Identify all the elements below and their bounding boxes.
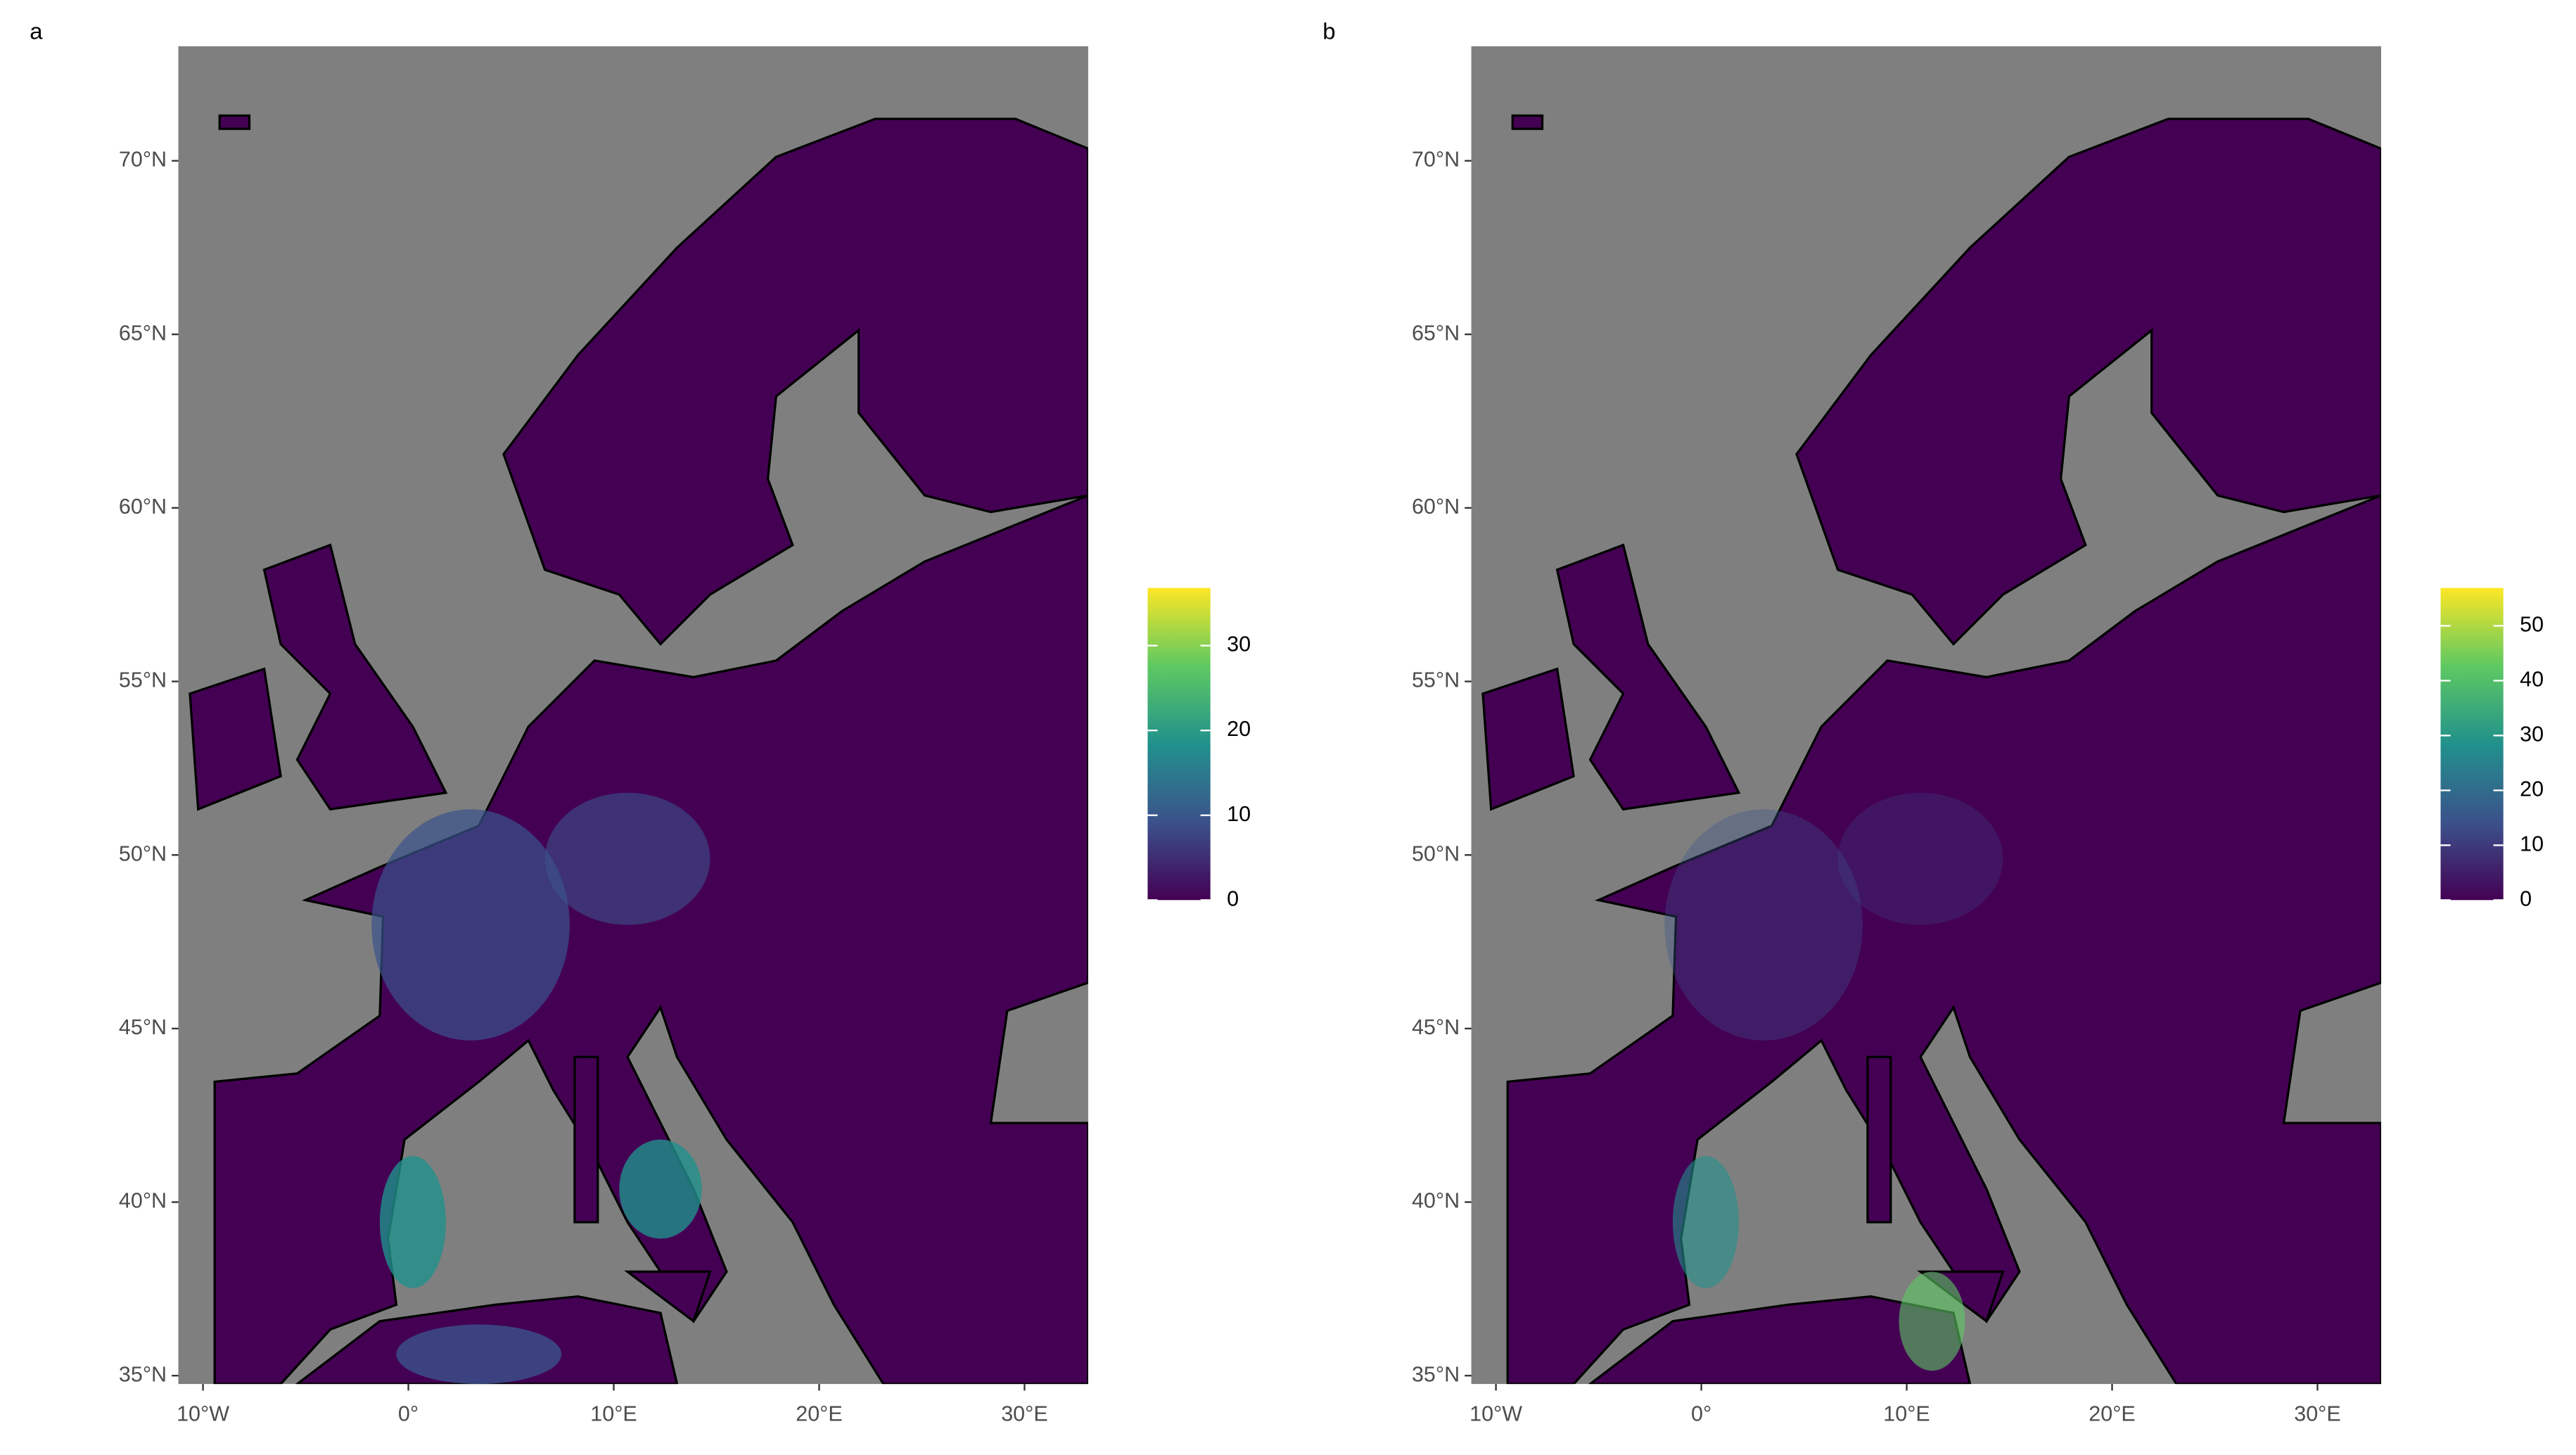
land-tint: [1672, 1156, 1739, 1288]
colorbar-gradient: [1147, 587, 1211, 901]
x-tick-label: 0°: [1691, 1402, 1711, 1426]
y-tick-label: 35°N: [1412, 1362, 1460, 1386]
y-tick-label: 70°N: [1412, 148, 1460, 172]
y-tick-label: 40°N: [119, 1189, 167, 1213]
colorbar-label: 20: [1227, 717, 1251, 741]
x-tick-label: 10°W: [177, 1402, 229, 1426]
map-panel: b 10°W 0° 10°E 20°E 30°E 35°N 40°N 45°N 50°N 55°N 6…: [1322, 18, 2544, 1426]
y-tick-label: 65°N: [1412, 321, 1460, 345]
land-tint: [1837, 792, 2003, 925]
land-tint: [396, 1324, 562, 1385]
colorbar-label: 30: [1227, 633, 1251, 656]
colorbar: 0 10 20 30 40 50: [2440, 587, 2544, 910]
x-tick-label: 20°E: [2089, 1402, 2135, 1426]
colorbar-label: 0: [1227, 887, 1239, 910]
y-tick-label: 35°N: [119, 1362, 167, 1386]
y-tick-label: 50°N: [1412, 841, 1460, 865]
panel-label: b: [1322, 18, 1335, 44]
y-tick-label: 45°N: [119, 1015, 167, 1039]
map-panel: a 10°W 0° 10°E 20°E 30°E 35°N 40°N 45°N 50°N 55°N 6…: [30, 18, 1251, 1426]
colorbar-label: 10: [1227, 802, 1251, 826]
y-tick-label: 45°N: [1412, 1015, 1460, 1039]
y-tick-label: 60°N: [1412, 495, 1460, 519]
colorbar-label: 0: [2520, 887, 2532, 910]
land-tint: [1899, 1271, 1965, 1371]
x-tick-label: 10°E: [1883, 1402, 1930, 1426]
land: [189, 114, 1088, 1385]
colorbar-label: 30: [2520, 722, 2544, 746]
x-tick-label: 0°: [398, 1402, 419, 1426]
y-tick-label: 50°N: [119, 841, 167, 865]
colorbar-label: 50: [2520, 613, 2544, 637]
x-tick-label: 20°E: [796, 1402, 842, 1426]
colorbar-gradient: [2440, 587, 2504, 901]
y-tick-label: 55°N: [119, 668, 167, 692]
y-tick-label: 70°N: [119, 148, 167, 172]
x-tick-label: 30°E: [2294, 1402, 2340, 1426]
colorbar-label: 10: [2520, 832, 2544, 856]
y-tick-label: 60°N: [119, 495, 167, 519]
colorbar: 0 10 20 30: [1147, 587, 1251, 910]
land-tint: [379, 1156, 446, 1288]
land-tint: [619, 1139, 702, 1239]
panel-label: a: [30, 18, 43, 44]
colorbar-label: 40: [2520, 667, 2544, 691]
x-tick-label: 30°E: [1001, 1402, 1047, 1426]
x-tick-label: 10°W: [1469, 1402, 1522, 1426]
colorbar-label: 20: [2520, 777, 2544, 801]
y-tick-label: 55°N: [1412, 668, 1460, 692]
land-tint: [544, 792, 710, 925]
land: [1481, 114, 2382, 1385]
land-tint: [371, 809, 570, 1041]
x-tick-label: 10°E: [590, 1402, 637, 1426]
y-tick-label: 40°N: [1412, 1189, 1460, 1213]
y-tick-label: 65°N: [119, 321, 167, 345]
land-tint: [1664, 809, 1863, 1041]
